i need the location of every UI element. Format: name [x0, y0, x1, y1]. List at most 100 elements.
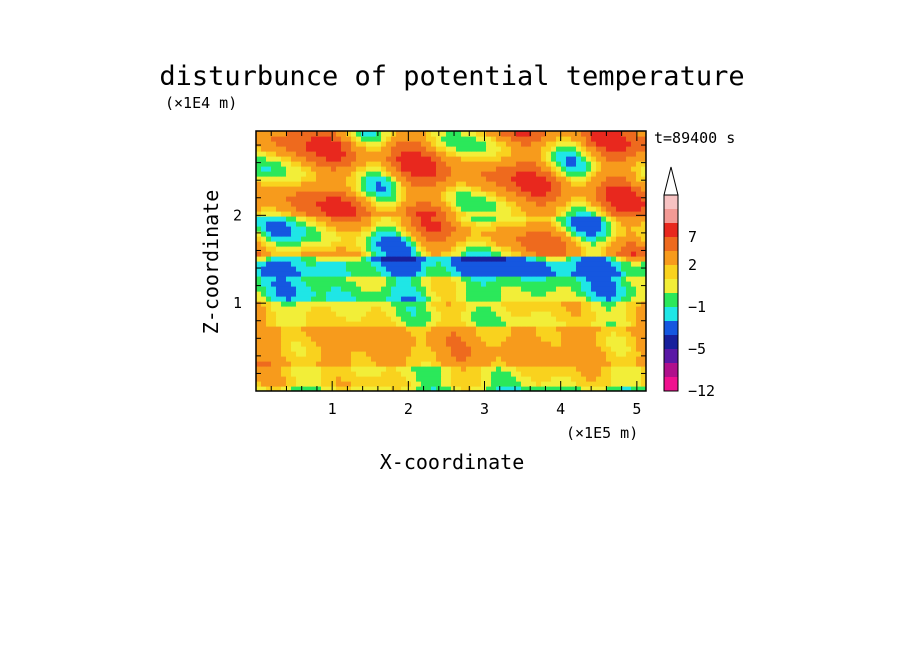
- heat-cell: [366, 316, 372, 322]
- heat-cell: [551, 221, 557, 227]
- heat-cell: [316, 246, 322, 252]
- heat-cell: [471, 256, 477, 262]
- heat-cell: [416, 371, 422, 377]
- heat-cell: [261, 186, 267, 192]
- heat-cell: [541, 241, 547, 247]
- heat-cell: [486, 151, 492, 157]
- heat-cell: [316, 366, 322, 372]
- heat-cell: [386, 206, 392, 212]
- heat-cell: [631, 386, 637, 391]
- heat-cell: [601, 321, 607, 327]
- heat-cell: [451, 316, 457, 322]
- heat-cell: [511, 141, 517, 147]
- heat-cell: [556, 226, 562, 232]
- heat-cell: [476, 326, 482, 332]
- heat-cell: [356, 176, 362, 182]
- heat-cell: [291, 341, 297, 347]
- heat-cell: [381, 316, 387, 322]
- heat-cell: [311, 346, 317, 352]
- heat-cell: [391, 321, 397, 327]
- heat-cell: [556, 216, 562, 222]
- heat-cell: [436, 191, 442, 197]
- heat-cell: [431, 251, 437, 257]
- heat-cell: [466, 251, 472, 257]
- heat-cell: [521, 181, 527, 187]
- heat-cell: [321, 311, 327, 317]
- heat-cell: [271, 296, 277, 302]
- heat-cell: [596, 161, 602, 167]
- heat-cell: [281, 136, 287, 142]
- heat-cell: [526, 181, 532, 187]
- heat-cell: [326, 201, 332, 207]
- heat-cell: [481, 156, 487, 162]
- heat-cell: [516, 181, 522, 187]
- heat-cell: [471, 351, 477, 357]
- heat-cell: [296, 266, 302, 272]
- heat-cell: [361, 131, 367, 137]
- heat-cell: [561, 381, 567, 387]
- heat-cell: [416, 331, 422, 337]
- heat-cell: [381, 216, 387, 222]
- heat-cell: [441, 191, 447, 197]
- heat-cell: [476, 166, 482, 172]
- heat-cell: [296, 336, 302, 342]
- heat-cell: [636, 271, 642, 277]
- heat-cell: [586, 266, 592, 272]
- heat-cell: [421, 306, 427, 312]
- heat-cell: [516, 361, 522, 367]
- heat-cell: [256, 266, 262, 272]
- heat-cell: [326, 156, 332, 162]
- heat-cell: [586, 351, 592, 357]
- heat-cell: [396, 241, 402, 247]
- heat-cell: [281, 381, 287, 387]
- heat-cell: [271, 321, 277, 327]
- heat-cell: [516, 146, 522, 152]
- heat-cell: [331, 381, 337, 387]
- heat-cell: [356, 381, 362, 387]
- heat-cell: [476, 276, 482, 282]
- heat-cell: [611, 191, 617, 197]
- heat-cell: [556, 356, 562, 362]
- heat-cell: [391, 371, 397, 377]
- heat-cell: [561, 361, 567, 367]
- heat-cell: [341, 201, 347, 207]
- heat-cell: [341, 376, 347, 382]
- heat-cell: [286, 291, 292, 297]
- heat-cell: [546, 376, 552, 382]
- heat-cell: [306, 276, 312, 282]
- heat-cell: [431, 261, 437, 267]
- heat-cell: [341, 141, 347, 147]
- heat-cell: [336, 296, 342, 302]
- heat-cell: [631, 306, 637, 312]
- heat-cell: [341, 181, 347, 187]
- heat-cell: [486, 261, 492, 267]
- heat-cell: [531, 211, 537, 217]
- heat-cell: [601, 351, 607, 357]
- heat-cell: [286, 221, 292, 227]
- heat-cell: [286, 336, 292, 342]
- heat-cell: [361, 281, 367, 287]
- heat-cell: [286, 271, 292, 277]
- heat-cell: [276, 286, 282, 292]
- heat-cell: [431, 291, 437, 297]
- heat-cell: [581, 326, 587, 332]
- heat-cell: [456, 256, 462, 262]
- heat-cell: [296, 381, 302, 387]
- heat-cell: [541, 136, 547, 142]
- heat-cell: [481, 136, 487, 142]
- heat-cell: [286, 186, 292, 192]
- heat-cell: [556, 246, 562, 252]
- heat-cell: [636, 346, 642, 352]
- heat-cell: [326, 136, 332, 142]
- heat-cell: [366, 256, 372, 262]
- heat-cell: [321, 276, 327, 282]
- heat-cell: [611, 206, 617, 212]
- heat-cell: [271, 171, 277, 177]
- heat-cell: [386, 371, 392, 377]
- heat-cell: [421, 291, 427, 297]
- heat-cell: [266, 266, 272, 272]
- heat-cell: [521, 261, 527, 267]
- heat-cell: [616, 331, 622, 337]
- heat-cell: [571, 136, 577, 142]
- heat-cell: [256, 221, 262, 227]
